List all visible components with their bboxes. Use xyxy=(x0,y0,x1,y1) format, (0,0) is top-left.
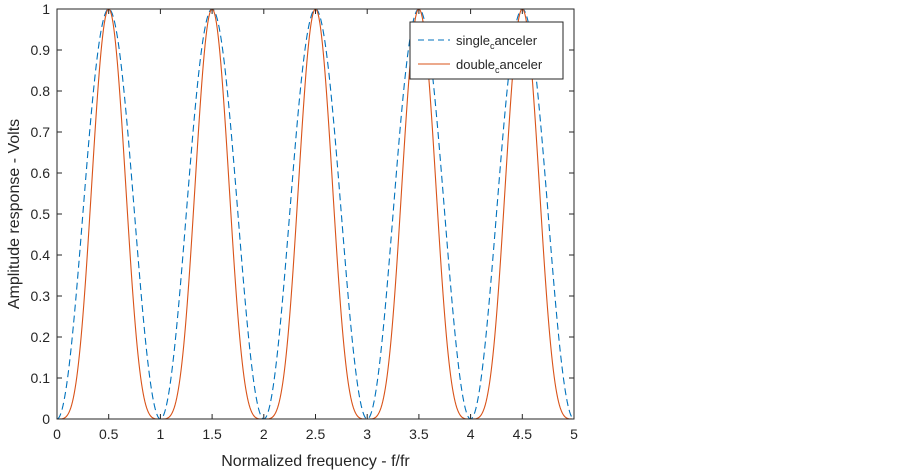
legend-label-double-canceler-part1: double xyxy=(456,57,495,72)
series-line-double-canceler xyxy=(57,9,574,419)
y-tick-label: 0.1 xyxy=(31,370,51,386)
ticks-layer: 0 0.5 1 1.5 2 2.5 3 3.5 4 4.5 5 0 0.1 0.2 0.3 0.4 0.5 0.6… xyxy=(31,1,579,442)
x-tick-label: 4.5 xyxy=(513,426,533,442)
x-tick-label: 1.5 xyxy=(202,426,222,442)
legend-label-single-canceler-subscript: c xyxy=(490,41,495,51)
legend-label-double-canceler-part2: anceler xyxy=(500,57,543,72)
legend: singlecanceler doublecanceler xyxy=(409,21,564,80)
y-tick-label: 0.5 xyxy=(31,206,51,222)
x-tick-label: 5 xyxy=(570,426,578,442)
x-tick-label: 2.5 xyxy=(306,426,326,442)
series-layer xyxy=(57,9,574,419)
legend-label-single-canceler: singlecanceler xyxy=(456,33,538,51)
y-tick-label: 0.7 xyxy=(31,124,51,140)
x-tick-label: 0.5 xyxy=(99,426,119,442)
y-tick-label: 0.9 xyxy=(31,42,51,58)
series-line-single-canceler xyxy=(57,9,574,419)
y-tick-label: 0.3 xyxy=(31,288,51,304)
y-tick-label: 1 xyxy=(42,1,50,17)
x-tick-label: 3.5 xyxy=(409,426,429,442)
x-tick-label: 4 xyxy=(467,426,475,442)
x-tick-label: 2 xyxy=(260,426,268,442)
legend-label-single-canceler-part2: anceler xyxy=(494,33,537,48)
legend-label-double-canceler: doublecanceler xyxy=(456,57,543,75)
y-tick-label: 0.6 xyxy=(31,165,51,181)
legend-box xyxy=(409,21,564,80)
x-tick-label: 0 xyxy=(53,426,61,442)
legend-label-single-canceler-part1: single xyxy=(456,33,490,48)
y-tick-label: 0.4 xyxy=(31,247,51,263)
y-tick-label: 0 xyxy=(42,411,50,427)
y-axis-label: Amplitude response - Volts xyxy=(6,119,23,309)
x-tick-label: 1 xyxy=(157,426,165,442)
y-tick-label: 0.2 xyxy=(31,329,51,345)
x-tick-label: 3 xyxy=(363,426,371,442)
legend-label-double-canceler-subscript: c xyxy=(495,65,500,75)
y-tick-label: 0.8 xyxy=(31,83,51,99)
x-axis-label: Normalized frequency - f/fr xyxy=(221,453,410,470)
